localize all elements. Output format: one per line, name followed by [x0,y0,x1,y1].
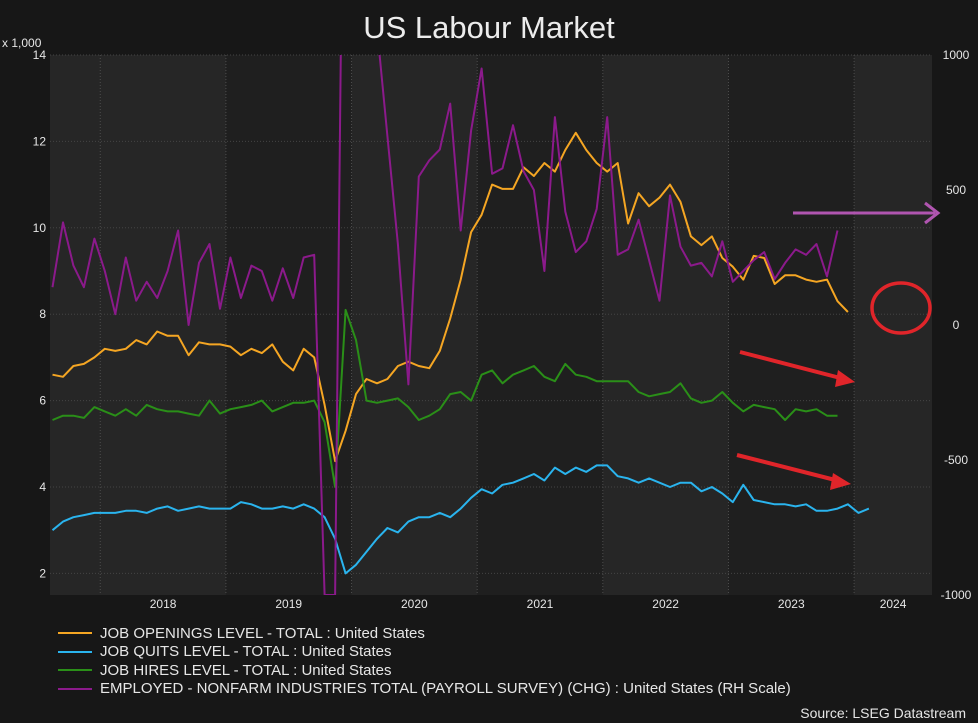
x-tick-label: 2020 [401,597,428,611]
red-arrow-quits [736,453,844,484]
left-tick-label: 2 [39,566,46,580]
left-axis-ticks: 2 4 6 8 10 12 14 [33,48,47,580]
year-band [477,55,603,595]
x-tick-label: 2019 [275,597,302,611]
right-tick-label: -1000 [941,588,972,602]
left-tick-label: 10 [33,221,47,235]
annotation-layer [736,201,941,490]
series-line-0 [52,131,849,463]
x-tick-label: 2024 [880,597,907,611]
legend-swatch [58,650,92,653]
left-tick-label: 12 [33,134,47,148]
legend-label: JOB QUITS LEVEL - TOTAL : United States [100,643,392,661]
red-arrow-hires [739,350,849,382]
red-arrow-hires-head [835,370,855,387]
legend-swatch [58,669,92,672]
year-band [728,55,855,595]
legend-label: JOB HIRES LEVEL - TOTAL : United States [100,661,392,679]
purple-arrow-head [924,201,941,225]
right-tick-label: -500 [944,453,968,467]
left-axis-unit: x 1,000 [2,36,42,50]
left-tick-label: 8 [39,307,46,321]
right-tick-label: 0 [953,318,960,332]
grid [50,54,932,595]
legend-item: EMPLOYED - NONFARM INDUSTRIES TOTAL (PAY… [58,680,791,699]
x-tick-label: 2021 [527,597,554,611]
legend-label: EMPLOYED - NONFARM INDUSTRIES TOTAL (PAY… [100,680,791,698]
legend-item: JOB OPENINGS LEVEL - TOTAL : United Stat… [58,624,791,643]
legend-item: JOB HIRES LEVEL - TOTAL : United States [58,661,791,680]
red-circle [870,281,932,335]
legend-swatch [58,687,92,690]
series-line-3 [51,55,839,595]
source-note: Source: LSEG Datastream [800,705,966,721]
year-band [225,55,352,595]
left-tick-label: 4 [39,480,46,494]
x-tick-label: 2018 [150,597,177,611]
right-tick-label: 500 [946,183,966,197]
legend: JOB OPENINGS LEVEL - TOTAL : United Stat… [58,624,791,698]
series-line-1 [51,464,870,575]
right-axis-ticks: -1000 -500 0 500 1000 [941,48,972,602]
left-tick-label: 6 [39,394,46,408]
legend-label: JOB OPENINGS LEVEL - TOTAL : United Stat… [100,624,425,642]
right-tick-label: 1000 [943,48,970,62]
legend-swatch [58,632,92,635]
legend-item: JOB QUITS LEVEL - TOTAL : United States [58,643,791,662]
left-tick-label: 14 [33,48,47,62]
red-arrow-quits-head [830,473,851,490]
x-axis-ticks: 2018 2019 2020 2021 2022 2023 2024 [150,597,907,611]
series-line-2 [52,308,838,488]
x-tick-label: 2022 [652,597,679,611]
series-layer [51,55,870,595]
x-tick-label: 2023 [778,597,805,611]
chart-title: US Labour Market [363,10,615,45]
